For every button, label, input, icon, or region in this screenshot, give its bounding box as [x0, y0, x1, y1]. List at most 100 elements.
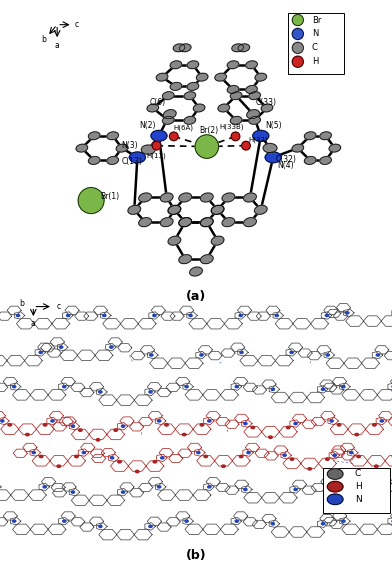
Circle shape: [380, 486, 383, 488]
Ellipse shape: [76, 144, 88, 152]
Circle shape: [39, 351, 42, 353]
Circle shape: [71, 425, 74, 427]
Text: b: b: [19, 300, 24, 309]
Text: (a): (a): [186, 289, 206, 303]
Ellipse shape: [246, 85, 258, 94]
Ellipse shape: [246, 61, 258, 69]
Circle shape: [376, 354, 379, 356]
Circle shape: [374, 465, 378, 467]
Circle shape: [337, 424, 341, 426]
Text: H(13): H(13): [146, 152, 166, 159]
Ellipse shape: [184, 116, 196, 125]
Circle shape: [122, 425, 125, 427]
Ellipse shape: [151, 130, 167, 141]
Circle shape: [283, 454, 286, 456]
Circle shape: [251, 426, 254, 429]
Text: H(32): H(32): [248, 137, 267, 143]
Circle shape: [152, 141, 161, 150]
Ellipse shape: [160, 218, 173, 227]
Text: C(33): C(33): [256, 98, 276, 107]
Circle shape: [96, 439, 100, 441]
Ellipse shape: [179, 255, 192, 264]
Circle shape: [326, 354, 329, 356]
Ellipse shape: [173, 44, 185, 52]
Circle shape: [271, 388, 274, 390]
Ellipse shape: [141, 145, 155, 154]
Circle shape: [165, 424, 168, 426]
Ellipse shape: [200, 218, 213, 227]
Circle shape: [51, 420, 54, 422]
Circle shape: [185, 520, 188, 522]
Circle shape: [153, 314, 156, 316]
Circle shape: [153, 461, 157, 463]
FancyBboxPatch shape: [323, 468, 390, 513]
Circle shape: [241, 141, 250, 150]
Circle shape: [158, 486, 161, 488]
Circle shape: [342, 520, 345, 522]
Ellipse shape: [107, 157, 118, 164]
Ellipse shape: [170, 61, 182, 69]
Ellipse shape: [261, 104, 273, 112]
Circle shape: [235, 520, 238, 522]
Ellipse shape: [200, 193, 213, 202]
Ellipse shape: [168, 236, 181, 245]
Circle shape: [185, 385, 188, 388]
Text: C(6): C(6): [150, 98, 166, 107]
Text: a: a: [31, 319, 36, 328]
Ellipse shape: [238, 44, 250, 52]
Ellipse shape: [107, 132, 118, 140]
Circle shape: [330, 486, 333, 488]
Ellipse shape: [190, 267, 202, 276]
Text: N(3): N(3): [122, 141, 138, 150]
Ellipse shape: [88, 157, 100, 164]
Circle shape: [150, 354, 153, 356]
Text: N(4): N(4): [277, 162, 294, 171]
Circle shape: [78, 429, 82, 431]
Text: c: c: [57, 302, 61, 311]
Circle shape: [114, 429, 118, 431]
Circle shape: [357, 456, 360, 458]
Ellipse shape: [128, 205, 141, 214]
Text: b: b: [41, 35, 46, 44]
Circle shape: [342, 385, 345, 388]
Circle shape: [330, 420, 333, 422]
Ellipse shape: [116, 144, 128, 152]
Circle shape: [350, 452, 353, 454]
Circle shape: [380, 420, 383, 422]
Circle shape: [189, 314, 192, 316]
Ellipse shape: [200, 218, 213, 227]
Ellipse shape: [168, 205, 181, 214]
Circle shape: [200, 354, 203, 356]
Ellipse shape: [170, 82, 182, 90]
Ellipse shape: [249, 116, 260, 125]
Circle shape: [221, 465, 225, 467]
Circle shape: [99, 391, 102, 393]
Circle shape: [99, 525, 102, 527]
Circle shape: [111, 457, 114, 459]
Ellipse shape: [162, 91, 174, 100]
Circle shape: [275, 314, 278, 316]
Ellipse shape: [187, 61, 199, 69]
Text: C: C: [312, 43, 318, 52]
Ellipse shape: [187, 82, 199, 90]
Circle shape: [149, 391, 152, 393]
Ellipse shape: [329, 144, 341, 152]
Text: N: N: [312, 29, 318, 39]
Ellipse shape: [179, 218, 192, 227]
Text: Br(1): Br(1): [101, 192, 120, 201]
Ellipse shape: [180, 44, 191, 52]
Circle shape: [16, 314, 20, 316]
Ellipse shape: [255, 73, 267, 81]
Ellipse shape: [139, 193, 151, 202]
Circle shape: [308, 468, 312, 470]
Text: C(13): C(13): [122, 157, 143, 166]
Circle shape: [326, 458, 329, 461]
Text: N: N: [355, 495, 361, 504]
Ellipse shape: [200, 255, 213, 264]
Circle shape: [247, 452, 250, 454]
Ellipse shape: [227, 85, 239, 94]
Ellipse shape: [222, 193, 235, 202]
Ellipse shape: [292, 144, 304, 152]
Circle shape: [67, 314, 70, 316]
Circle shape: [149, 525, 152, 527]
